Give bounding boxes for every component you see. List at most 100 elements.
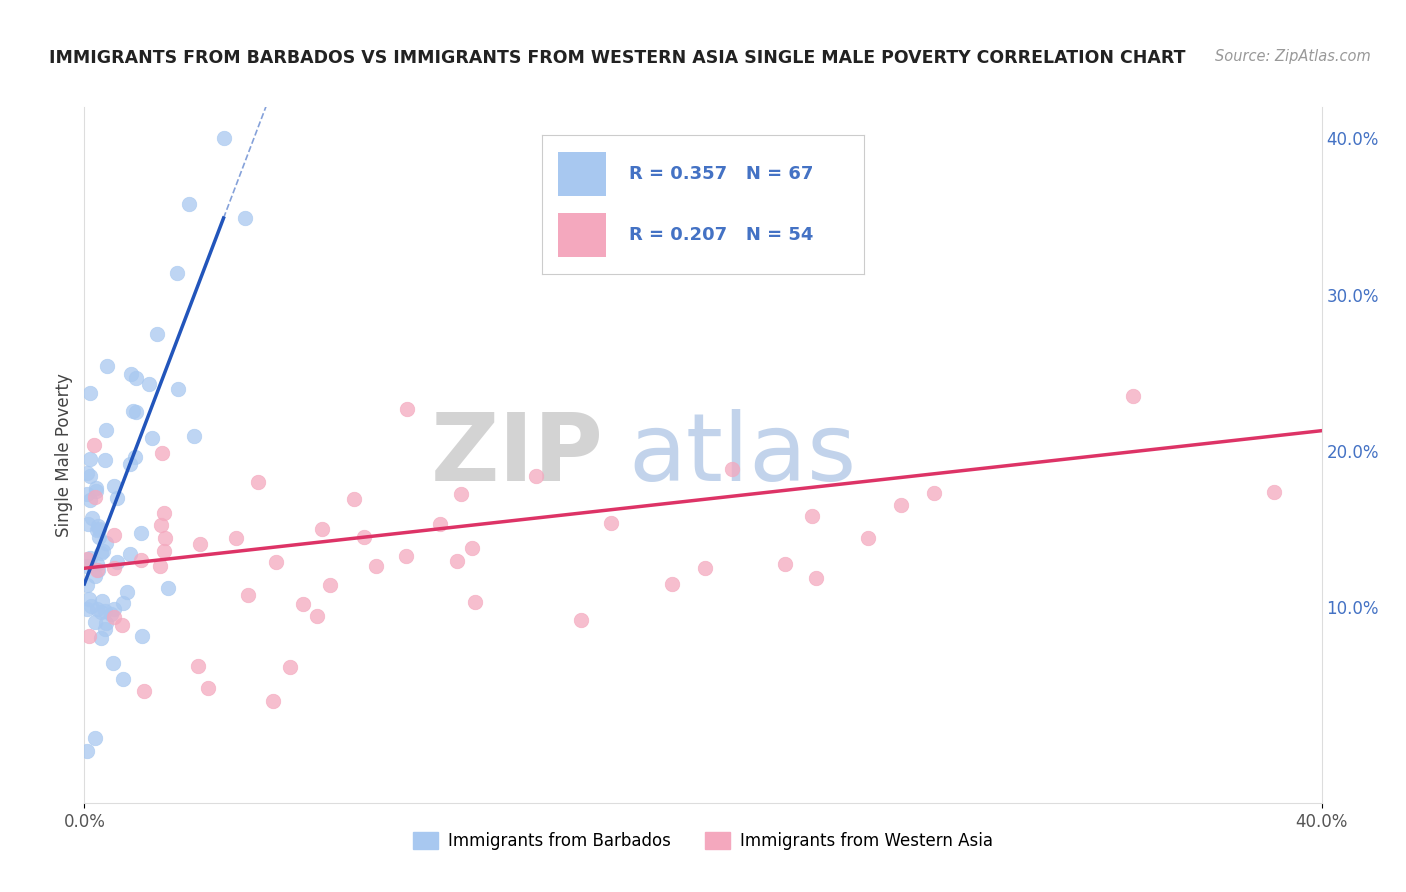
Point [524,468,547,483]
Point [96,359,118,373]
Point [87,522,110,536]
Point [166,382,188,396]
Point [94,452,117,467]
Point [233,211,256,225]
Point [120,458,142,472]
Text: ZIP: ZIP [432,409,605,501]
Point [141,431,163,445]
Point [76,487,98,501]
Point [103,656,125,670]
Point [76,517,98,532]
Point [76,558,98,573]
Text: Source: ZipAtlas.com: Source: ZipAtlas.com [1215,49,1371,64]
Point [461,541,484,555]
Point [132,684,155,698]
Point [721,462,744,476]
Point [90,632,112,646]
Point [366,558,388,573]
Point [343,492,366,507]
Point [429,517,451,532]
Point [86,563,108,577]
Point [83,490,105,504]
Point [80,599,103,614]
Point [138,376,160,391]
Point [91,594,114,608]
Point [77,629,100,643]
Point [394,549,416,563]
Point [1263,485,1285,500]
Text: IMMIGRANTS FROM BARBADOS VS IMMIGRANTS FROM WESTERN ASIA SINGLE MALE POVERTY COR: IMMIGRANTS FROM BARBADOS VS IMMIGRANTS F… [49,49,1185,67]
Point [131,629,153,643]
Point [264,555,287,569]
Point [278,660,301,674]
Point [695,561,717,575]
Point [86,602,108,616]
Point [84,481,107,495]
Point [115,585,138,599]
Point [103,602,125,616]
Point [86,523,108,537]
Y-axis label: Single Male Poverty: Single Male Poverty [55,373,73,537]
Point [125,371,148,385]
Point [79,386,101,401]
Point [197,681,219,696]
Point [247,475,270,489]
Point [87,563,110,577]
Point [90,605,112,619]
Text: atlas: atlas [628,409,858,501]
Point [111,618,134,632]
Point [319,577,342,591]
Point [152,506,174,520]
Point [600,516,623,531]
Point [105,555,128,569]
Point [177,196,200,211]
Point [125,405,148,419]
Point [83,731,105,745]
Point [93,544,115,558]
Point [76,552,98,566]
Point [86,558,108,572]
Point [156,581,179,595]
Point [305,609,328,624]
Point [93,622,115,636]
Point [84,615,107,630]
Point [100,607,122,621]
Point [120,367,142,381]
Point [214,131,236,145]
Point [571,613,593,627]
Point [79,468,101,483]
Point [87,519,110,533]
Point [801,509,824,524]
Point [150,445,173,459]
Point [76,602,98,616]
Point [76,578,98,592]
Point [83,438,105,452]
Point [353,530,375,544]
Point [94,423,117,437]
Point [166,266,188,280]
Point [890,498,912,512]
Point [96,536,118,550]
Point [311,522,333,536]
Point [122,404,145,418]
Point [446,554,468,568]
Point [103,528,125,542]
Point [111,596,134,610]
Point [93,604,115,618]
Point [1122,389,1144,403]
Point [79,492,101,507]
Point [150,518,173,533]
Point [94,615,117,630]
Point [188,536,211,550]
Point [79,452,101,467]
Point [187,659,209,673]
Point [661,576,683,591]
Point [450,486,472,500]
Point [806,571,828,585]
Point [464,595,486,609]
Point [292,597,315,611]
Point [124,450,146,464]
Point [775,557,797,571]
Point [84,569,107,583]
Point [79,550,101,565]
